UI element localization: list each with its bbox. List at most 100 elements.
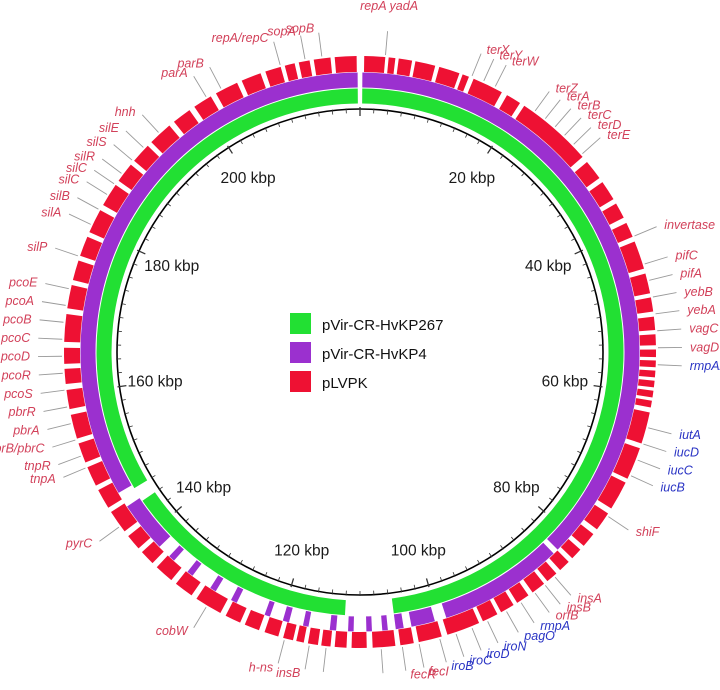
axis-tick xyxy=(500,154,504,159)
ring-segment xyxy=(589,182,614,208)
axis-tick xyxy=(264,127,268,133)
legend-label: pVir-CR-HvKP267 xyxy=(322,317,443,334)
gene-label: invertase xyxy=(664,218,715,232)
ring-segment xyxy=(442,608,480,635)
gene-leader-line xyxy=(634,226,657,237)
ring-segment xyxy=(173,110,199,135)
gene-leader-line xyxy=(471,53,482,77)
gene-label: orfB xyxy=(556,609,579,623)
ring-segment xyxy=(80,72,358,493)
ring-segment xyxy=(626,409,650,444)
axis-tick xyxy=(531,518,536,523)
ring-segment xyxy=(64,367,82,385)
gene-leader-line xyxy=(544,99,561,119)
gene-label: pyrC xyxy=(65,537,93,551)
axis-tick xyxy=(465,566,469,572)
gene-leader-line xyxy=(652,292,677,298)
axis-tick xyxy=(226,145,233,154)
axis-tick xyxy=(413,114,416,120)
ring-layer-hvkp267 xyxy=(96,88,624,616)
gene-label: pcoD xyxy=(0,350,30,364)
gene-leader-line xyxy=(68,213,91,225)
ring-segment xyxy=(415,621,442,643)
axis-tick xyxy=(127,276,133,279)
axis-tick xyxy=(540,191,545,196)
gene-leader-line xyxy=(643,443,667,452)
gene-leader-line xyxy=(630,475,654,487)
axis-tick xyxy=(205,536,210,542)
axis-tick xyxy=(510,536,515,542)
ring-segment xyxy=(264,600,275,617)
axis-tick xyxy=(331,589,334,595)
axis-tick-label: 60 kbp xyxy=(542,374,589,391)
gene-leader-line xyxy=(483,58,495,82)
gene-label: silR xyxy=(74,150,95,164)
axis-tick-label: 100 kbp xyxy=(391,543,446,560)
gene-leader-line xyxy=(322,648,327,672)
gene-leader-line xyxy=(63,467,86,478)
axis-tick xyxy=(144,237,149,241)
axis-tick xyxy=(205,162,210,168)
axis-tick xyxy=(290,117,294,123)
gene-leader-line xyxy=(193,606,207,628)
ring-segment xyxy=(381,615,388,631)
ring-segment xyxy=(351,631,367,648)
gene-label: vagD xyxy=(690,340,719,354)
gene-leader-line xyxy=(471,627,482,651)
axis-tick xyxy=(413,584,416,590)
gene-leader-line xyxy=(506,611,519,633)
ring-segment xyxy=(127,498,171,547)
axis-tick xyxy=(452,127,456,133)
axis-tick xyxy=(400,111,403,117)
gene-leader-line xyxy=(455,633,465,657)
gene-label: tnpA xyxy=(30,472,56,486)
gene-leader-line xyxy=(41,301,66,306)
ring-segment xyxy=(210,575,224,592)
ring-segment xyxy=(560,538,581,559)
gene-label: pcoC xyxy=(0,331,31,345)
ring-segment xyxy=(515,105,583,168)
axis-tick xyxy=(582,438,588,441)
axis-tick xyxy=(549,497,554,502)
ring-segment xyxy=(371,629,396,648)
ring-segment xyxy=(639,360,656,368)
gene-leader-line xyxy=(385,31,389,56)
gene-label: terC xyxy=(588,108,613,122)
axis-tick xyxy=(158,486,163,491)
ring-segment xyxy=(169,545,184,561)
ring-segment xyxy=(398,627,414,646)
ring-segment xyxy=(98,482,122,508)
axis-tick xyxy=(166,202,171,207)
ring-segment xyxy=(64,314,83,343)
gene-label: pbrR xyxy=(8,405,36,419)
gene-label: iucC xyxy=(668,463,694,477)
ring-segment xyxy=(96,88,358,489)
ring-segment xyxy=(412,61,436,82)
ring-segment xyxy=(408,606,435,627)
ring-segment xyxy=(396,58,413,77)
gene-leader-line xyxy=(637,459,661,470)
ring-segment xyxy=(244,609,265,631)
ring-segment xyxy=(110,503,138,532)
axis-tick xyxy=(264,571,268,577)
gene-label: pbrA xyxy=(12,423,39,437)
gene-label: silP xyxy=(27,240,48,254)
gene-label: terY xyxy=(499,49,524,63)
ring-segment xyxy=(584,504,609,530)
axis-tick xyxy=(577,450,583,454)
ring-segment xyxy=(282,606,293,623)
axis-tick xyxy=(150,225,156,229)
legend-swatch xyxy=(290,371,311,392)
ring-segment xyxy=(215,82,244,108)
gene-leader-line xyxy=(52,439,76,448)
ring-segment xyxy=(364,56,386,74)
ring-segment xyxy=(613,443,640,479)
axis-tick xyxy=(521,527,526,533)
gene-leader-line xyxy=(401,646,407,671)
ring-segment xyxy=(571,524,594,546)
gene-label: yebA xyxy=(686,303,716,317)
gene-leader-line xyxy=(38,337,63,340)
axis-tick-label: 40 kbp xyxy=(525,258,572,275)
